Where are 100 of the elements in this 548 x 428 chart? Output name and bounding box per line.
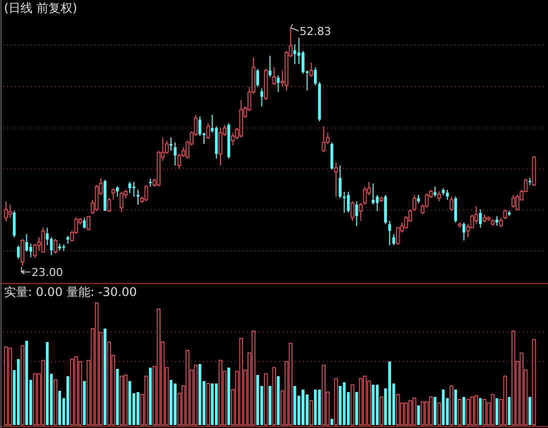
bar (376, 384, 379, 425)
bar (256, 374, 260, 425)
bar (214, 384, 218, 425)
bar (396, 394, 400, 426)
bar (148, 368, 152, 425)
candlestick (322, 126, 326, 153)
bar (314, 390, 317, 425)
bar (276, 376, 280, 425)
candlestick (198, 116, 202, 136)
annotation: 23.00 (32, 266, 63, 279)
candlestick (170, 137, 172, 152)
candlestick (50, 236, 53, 256)
bar (33, 373, 37, 426)
bar (16, 359, 20, 425)
bar (156, 308, 160, 426)
candlestick (478, 208, 482, 228)
candlestick (376, 194, 379, 212)
bar (380, 396, 384, 426)
bar (25, 340, 28, 425)
bar (70, 358, 74, 426)
bar (107, 342, 111, 426)
bar (66, 376, 70, 425)
candlestick (256, 68, 260, 88)
bar (318, 390, 321, 425)
bar (186, 350, 190, 426)
bar (512, 330, 516, 426)
bar (116, 368, 119, 425)
bar (8, 348, 12, 426)
candlestick (214, 126, 218, 160)
bar (309, 400, 314, 426)
bar (350, 384, 354, 426)
candlestick (495, 216, 498, 226)
bar (54, 379, 58, 426)
candlestick (272, 66, 276, 86)
bar (437, 402, 441, 426)
bar (503, 376, 507, 426)
bar (272, 367, 276, 426)
bar (420, 401, 424, 426)
bar (264, 373, 268, 426)
bar (434, 396, 436, 425)
bar (338, 386, 342, 425)
bar (170, 380, 172, 425)
bar (82, 381, 86, 425)
bar (372, 384, 375, 425)
candlestick (334, 162, 338, 198)
candlestick (58, 243, 62, 251)
candlestick (111, 188, 116, 200)
bar (144, 376, 148, 426)
candlestick (372, 182, 375, 206)
candlestick (4, 200, 8, 222)
bar (58, 390, 62, 425)
bar (363, 376, 367, 426)
candlestick (338, 164, 342, 199)
candlestick (346, 191, 350, 214)
bar (94, 302, 99, 426)
candlestick (454, 196, 458, 224)
candlestick (218, 127, 222, 166)
candlestick (446, 189, 449, 200)
bar (532, 339, 536, 426)
candlestick (16, 244, 20, 260)
bar (458, 398, 462, 426)
bar (334, 378, 338, 426)
chart-title: (日线 前复权) (4, 1, 78, 15)
chart-title: 实量: 0.00 量能: -30.00 (4, 285, 137, 299)
candlestick (434, 186, 436, 198)
bar (268, 386, 272, 425)
bar (490, 394, 495, 426)
bar (466, 398, 470, 426)
bar (450, 386, 454, 426)
bar (194, 364, 198, 426)
candlestick (384, 194, 387, 225)
bar (4, 346, 8, 426)
bar (330, 418, 334, 425)
bar (124, 374, 128, 426)
bar (252, 330, 256, 426)
bar (408, 400, 412, 426)
bar (227, 368, 230, 425)
bar (41, 360, 45, 426)
candlestick (116, 186, 119, 198)
bar (417, 405, 420, 425)
candlestick (148, 178, 152, 188)
bar (206, 383, 210, 426)
candlestick (302, 50, 304, 74)
candlestick (174, 142, 177, 166)
bar (104, 328, 106, 425)
bar (429, 396, 433, 426)
bar (218, 360, 222, 426)
bar (482, 398, 486, 426)
candlestick (528, 177, 532, 186)
candlestick (132, 181, 136, 198)
bar (388, 362, 392, 425)
bar (20, 345, 24, 426)
bar (442, 390, 445, 425)
bar (412, 398, 416, 426)
bar (474, 395, 478, 426)
bar (358, 378, 363, 426)
bar (454, 390, 458, 425)
candlestick (82, 217, 86, 229)
bar (239, 338, 243, 426)
bar (462, 396, 466, 425)
